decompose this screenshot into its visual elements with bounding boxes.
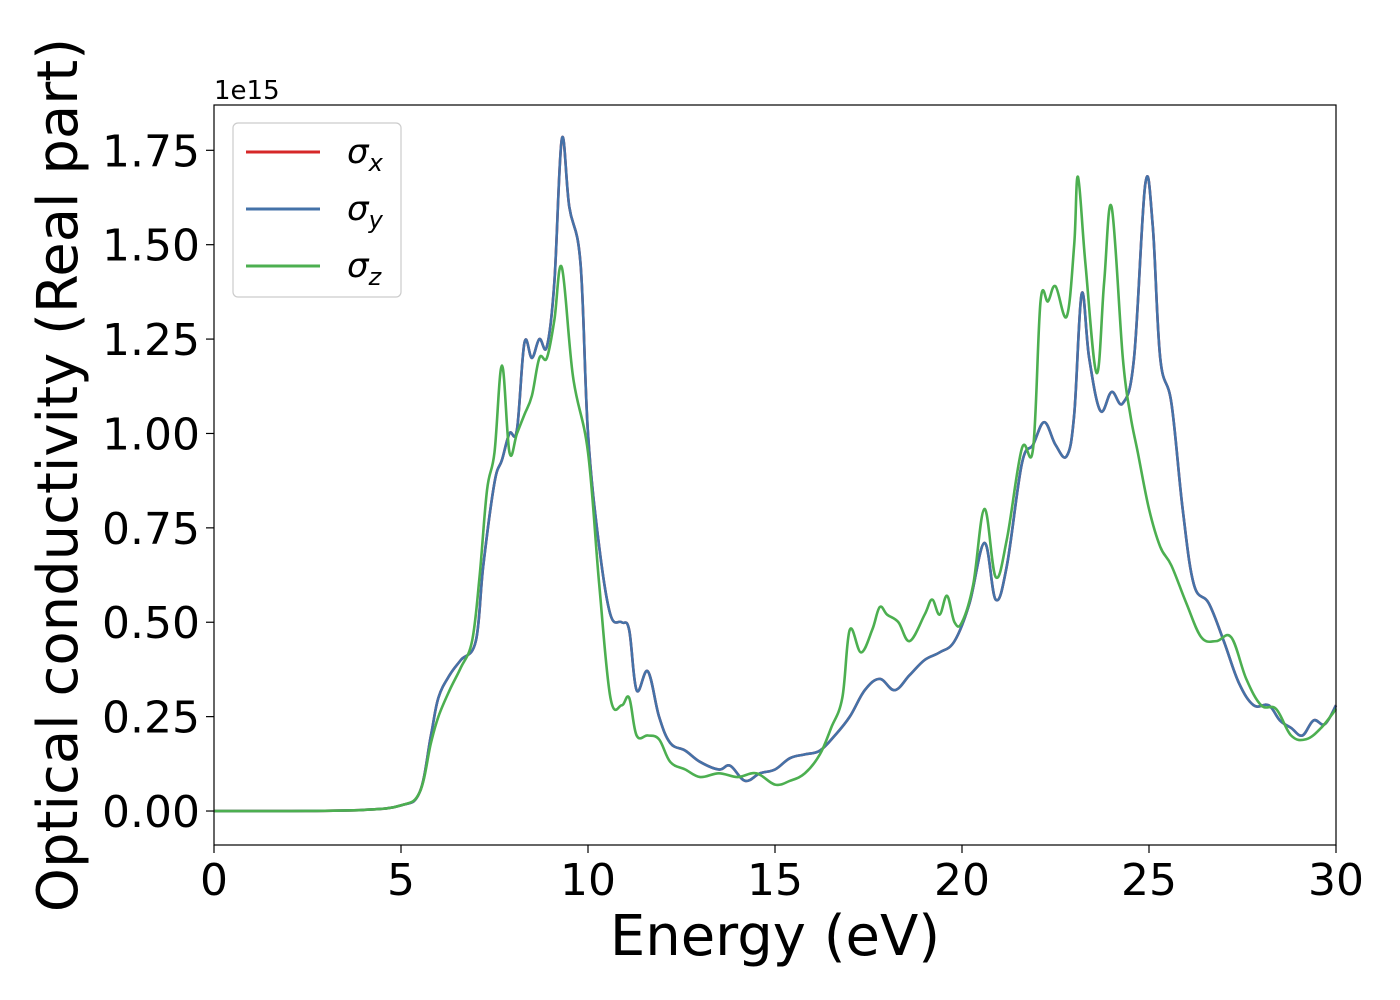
series-line-y [213, 135, 1338, 813]
y-tick-label: 1.75 [102, 126, 200, 177]
y-tick-label: 1.25 [102, 315, 200, 366]
series-layer [213, 135, 1338, 813]
y-offset-label: 1e15 [214, 76, 280, 106]
x-tick-label: 25 [1121, 855, 1177, 906]
y-tick-label: 0.25 [102, 693, 200, 744]
y-tick-label: 0.50 [102, 598, 200, 649]
x-axis-title: Energy (eV) [610, 904, 940, 969]
y-tick-label: 0.00 [102, 787, 200, 838]
legend-label-y: σy [347, 189, 384, 234]
y-axis-title: Optical conductivity (Real part) [26, 38, 91, 912]
x-axis: 0 5 10 15 20 25 30 [200, 845, 1364, 906]
x-tick-label: 5 [387, 855, 415, 906]
legend-label-z: σz [347, 246, 383, 291]
x-tick-label: 15 [747, 855, 803, 906]
y-tick-label: 1.00 [102, 409, 200, 460]
y-tick-label: 1.50 [102, 221, 200, 272]
legend-label-x: σx [347, 132, 384, 177]
x-tick-label: 30 [1308, 855, 1364, 906]
y-tick-label: 0.75 [102, 504, 200, 555]
x-tick-label: 20 [934, 855, 990, 906]
x-tick-label: 0 [200, 855, 228, 906]
series-line-z [213, 175, 1338, 813]
legend: σx σy σz [232, 122, 402, 298]
y-axis: 0.00 0.25 0.50 0.75 1.00 1.25 1.50 1.75 [102, 126, 214, 838]
x-tick-label: 10 [560, 855, 616, 906]
